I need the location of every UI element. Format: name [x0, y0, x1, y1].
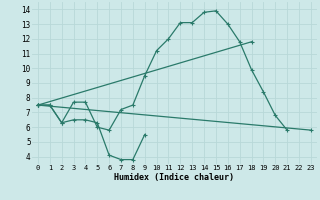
X-axis label: Humidex (Indice chaleur): Humidex (Indice chaleur): [115, 173, 234, 182]
